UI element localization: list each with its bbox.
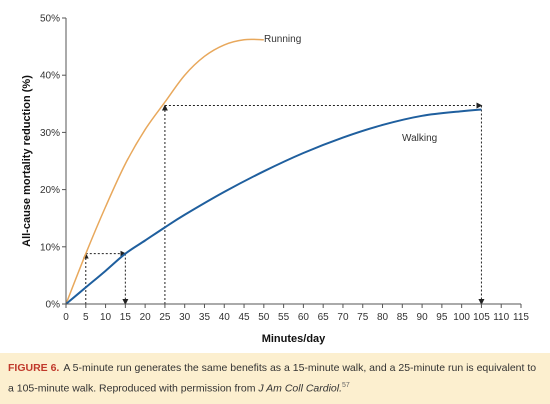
series-lines: [65, 38, 482, 305]
x-tick-label: 105: [473, 312, 490, 323]
x-tick-label: 20: [140, 312, 152, 323]
x-tick-label: 40: [219, 312, 231, 323]
caption-reference: 57: [342, 382, 350, 389]
x-tick-label: 85: [397, 312, 409, 323]
x-tick-label: 50: [258, 312, 270, 323]
series-labels: Running Walking: [264, 34, 437, 144]
walking-line: [65, 108, 482, 305]
y-tick-label: 30%: [40, 128, 60, 139]
x-tick-label: 30: [179, 312, 191, 323]
x-tick-label: 95: [436, 312, 448, 323]
y-tick-label: 20%: [40, 185, 60, 196]
x-tick-label: 0: [63, 312, 69, 323]
x-tick-label: 5: [83, 312, 89, 323]
running-label: Running: [264, 34, 301, 45]
x-tick-label: 80: [377, 312, 389, 323]
x-tick-label: 60: [298, 312, 310, 323]
mortality-chart: 0% 10% 20% 30% 40% 50% 0 5 10 15 20 25 30 35 40 45 50 55 6…: [21, 14, 529, 346]
x-tick-label: 75: [357, 312, 369, 323]
y-tick-label: 10%: [40, 242, 60, 253]
x-tick-label: 110: [493, 312, 509, 323]
y-tick-label: 50%: [40, 14, 60, 25]
x-tick-label: 25: [159, 312, 171, 323]
x-tick-label: 100: [453, 312, 470, 323]
x-tick-label: 70: [337, 312, 349, 323]
x-tick-label: 45: [238, 312, 250, 323]
x-tick-label: 15: [120, 312, 132, 323]
x-tick-label: 90: [417, 312, 429, 323]
y-tick-label: 40%: [40, 71, 60, 82]
annotation-arrows: [82, 102, 485, 305]
caption-journal: J Am Coll Cardiol.: [258, 382, 343, 395]
x-tick-label: 115: [513, 312, 529, 323]
y-tick-label: 0%: [46, 300, 61, 311]
y-axis-label: All-cause mortality reduction (%): [21, 75, 33, 247]
caption-text: A 5-minute run generates the same benefi…: [8, 362, 537, 395]
x-axis-label: Minutes/day: [262, 333, 326, 345]
x-tick-label: 10: [100, 312, 112, 323]
x-tick-label: 35: [199, 312, 211, 323]
walking-label: Walking: [402, 133, 437, 144]
x-tick-label: 55: [278, 312, 290, 323]
chart-axes: 0% 10% 20% 30% 40% 50% 0 5 10 15 20 25 30 35 40 45 50 55 6…: [40, 14, 529, 324]
running-line: [65, 38, 264, 305]
figure-label: FIGURE 6.: [8, 362, 60, 374]
figure-caption: FIGURE 6. A 5-minute run generates the sa…: [0, 353, 550, 404]
x-tick-label: 65: [318, 312, 330, 323]
